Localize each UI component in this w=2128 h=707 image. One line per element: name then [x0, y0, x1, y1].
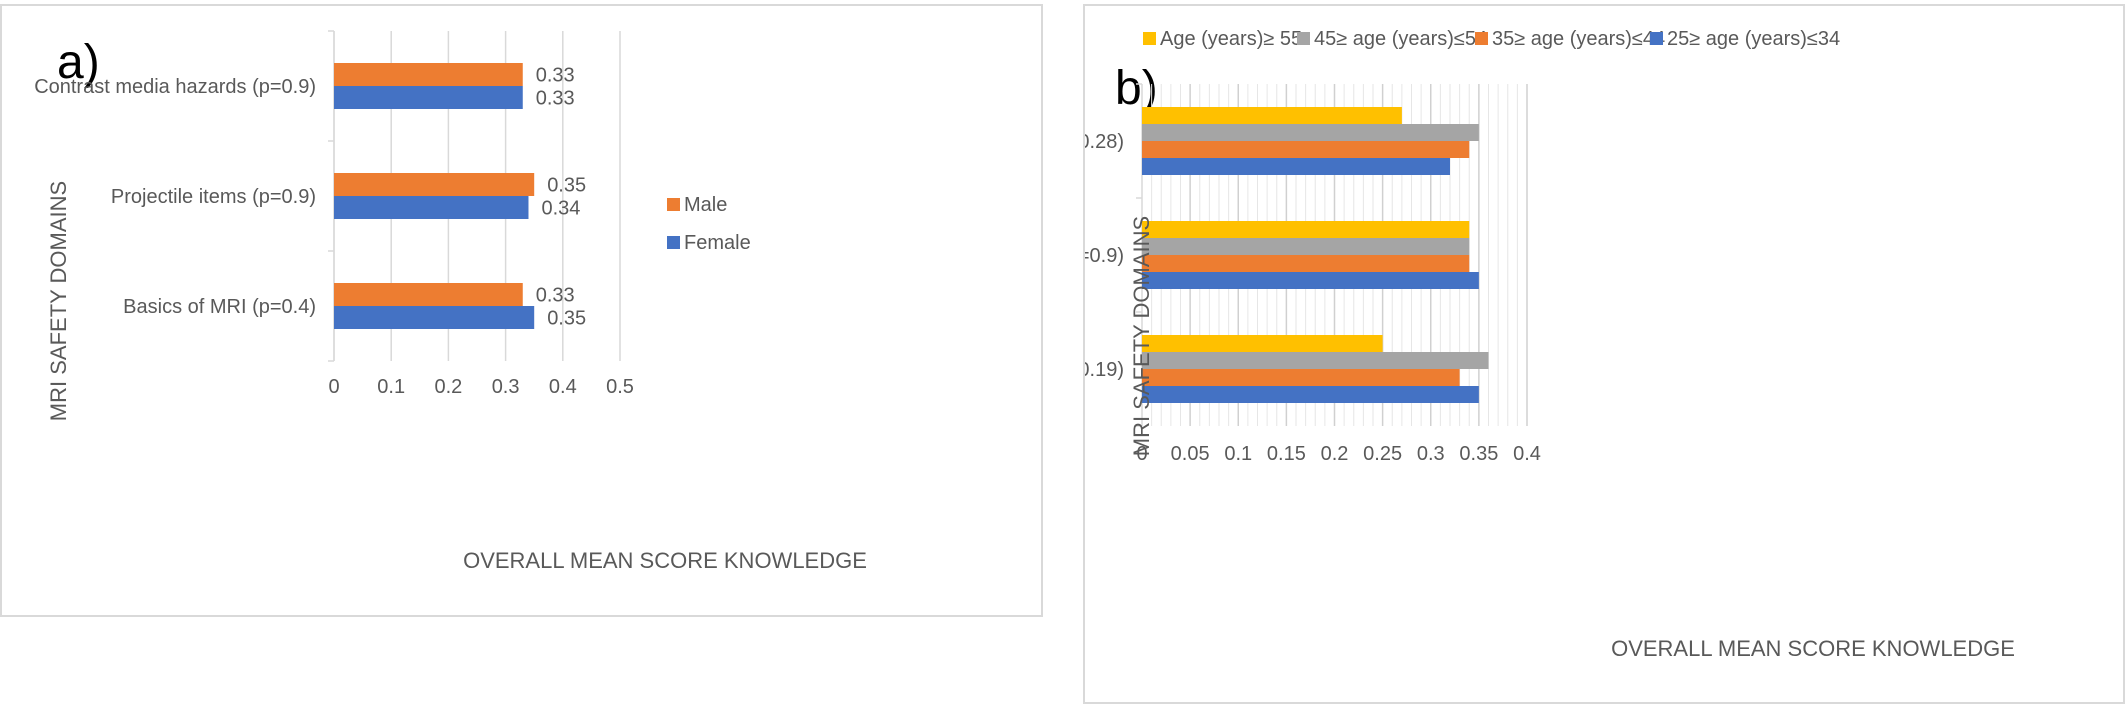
legend-label: 45≥ age (years)≤54: [1314, 28, 1487, 50]
x-axis-label: OVERALL MEAN SCORE KNOWLEDGE: [1611, 636, 2015, 661]
category-label: Basics of MRI (p=0.4): [123, 296, 316, 318]
x-tick-label: 0.4: [1513, 443, 1541, 465]
legend-swatch: [1650, 32, 1663, 45]
bar-series-2: [1142, 141, 1470, 158]
bar-series-1: [1142, 124, 1479, 141]
data-label: 0.35: [547, 308, 586, 330]
bar-female: [334, 86, 523, 109]
category-label: Contrast media hazards (p=0.9): [34, 76, 316, 98]
bar-series-0: [1142, 335, 1383, 352]
y-axis-label: MRI SAFETY DOMAINS: [1129, 216, 1154, 456]
legend-swatch: [1475, 32, 1488, 45]
legend-swatch: [1143, 32, 1156, 45]
category-label: Projectile items (p=0.9): [1085, 245, 1124, 267]
bar-series-3: [1142, 272, 1479, 289]
data-label: 0.35: [547, 175, 586, 197]
chart-b-svg: b) Age (years)≥ 55 45≥ age (years)≤54 35≥ …: [831, 28, 2015, 661]
category-label: Projectile items (p=0.9): [111, 186, 316, 208]
x-tick-label: 0.1: [1224, 443, 1252, 465]
legend-label: 25≥ age (years)≤34: [1667, 28, 1840, 50]
x-tick-label: 0.05: [1171, 443, 1210, 465]
legend-label: 35≥ age (years)≤44: [1492, 28, 1665, 50]
panel-a-label: a): [57, 36, 100, 89]
x-tick-label: 0.35: [1459, 443, 1498, 465]
legend-label: Age (years)≥ 55: [1160, 28, 1302, 50]
chart-a-svg: a) 0.330.330.350.340.330.35 Contrast med…: [34, 30, 867, 573]
x-tick-label: 0.3: [1417, 443, 1445, 465]
chart-panel-a: a) 0.33 0.33 0.35 0.34 0.33 0.35 Contrast med…: [0, 4, 1043, 617]
x-tick-label: 0.2: [434, 376, 462, 398]
data-label: 0.34: [541, 198, 580, 220]
bar-female: [334, 306, 535, 329]
x-tick-label: 0.4: [549, 376, 577, 398]
category-label: Contrast media hazards (p=0.28): [1085, 131, 1124, 153]
bar-series-0: [1142, 221, 1470, 238]
legend-label: Female: [684, 232, 751, 254]
data-label: 0.33: [536, 65, 575, 87]
bar-series-1: [1142, 238, 1470, 255]
x-tick-label: 0.25: [1363, 443, 1402, 465]
bar-male: [334, 173, 535, 196]
bar-series-2: [1142, 369, 1460, 386]
x-tick-label: 0.1: [377, 376, 405, 398]
x-tick-label: 0.2: [1321, 443, 1349, 465]
x-tick-label: 0.15: [1267, 443, 1306, 465]
x-axis-label: OVERALL MEAN SCORE KNOWLEDGE: [463, 548, 867, 573]
legend-swatch: [667, 236, 680, 249]
y-axis-label: MRI SAFETY DOMAINS: [46, 181, 71, 421]
x-tick-label: 0: [328, 376, 339, 398]
data-label: 0.33: [536, 285, 575, 307]
data-label: 0.33: [536, 88, 575, 110]
chart-panel-b: b) Age (years)≥ 55 45≥ age (years)≤54 35≥ …: [831, 4, 2125, 704]
bar-female: [334, 196, 529, 219]
legend-label: Male: [684, 194, 727, 216]
bar-series-2: [1142, 255, 1470, 272]
legend-swatch: [667, 198, 680, 211]
bar-series-3: [1142, 158, 1450, 175]
category-label: Basics of MRI (p=0.19): [1085, 359, 1124, 381]
bar-series-0: [1142, 107, 1402, 124]
bar-male: [334, 63, 523, 86]
bar-series-1: [1142, 352, 1489, 369]
x-tick-label: 0: [1136, 443, 1147, 465]
panel-b-label: b): [1115, 62, 1158, 115]
bar-series-3: [1142, 386, 1479, 403]
x-tick-label: 0.5: [606, 376, 634, 398]
legend-swatch: [1297, 32, 1310, 45]
bar-male: [334, 283, 523, 306]
x-tick-label: 0.3: [492, 376, 520, 398]
